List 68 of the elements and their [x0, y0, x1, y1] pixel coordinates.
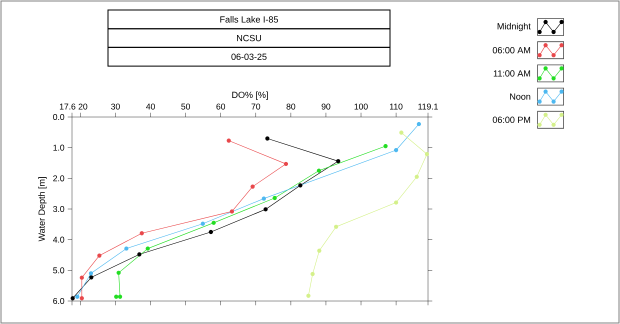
y-tick-label: 3.0 [53, 206, 64, 212]
point [140, 231, 144, 236]
point [80, 276, 84, 280]
y-tick-label: 6.0 [53, 298, 64, 304]
x-tick-label: 50 [181, 104, 190, 110]
point [317, 248, 322, 253]
legend-label: 06:00 PM [492, 116, 530, 123]
legend-label: 11:00 AM [494, 70, 530, 77]
x-tick-label: 20 [78, 104, 88, 110]
point [146, 246, 150, 251]
point [284, 162, 288, 166]
legend-label: 06:00 AM [492, 47, 530, 54]
point [116, 270, 121, 275]
point [230, 209, 234, 214]
point [118, 294, 122, 299]
point [97, 254, 102, 258]
point [298, 183, 302, 188]
point [70, 296, 75, 300]
point [306, 294, 311, 298]
point [394, 200, 398, 205]
point [114, 294, 118, 299]
x-tick-label: 40 [146, 104, 155, 110]
x-axis-title: DO% [%] [232, 91, 268, 100]
point [262, 196, 266, 201]
point [80, 296, 84, 300]
point [272, 196, 277, 200]
y-tick-label: 0.0 [53, 114, 64, 120]
x-tick-label: 70 [252, 104, 260, 110]
point [75, 294, 80, 299]
point [264, 207, 268, 212]
point [399, 130, 404, 135]
point [394, 148, 398, 152]
y-tick-label: 2.0 [53, 175, 64, 182]
point [212, 220, 216, 225]
text: 06-03-25 [231, 54, 267, 60]
point [416, 122, 421, 126]
point [89, 275, 94, 280]
point [414, 174, 419, 179]
x-tick-label: 30 [111, 104, 120, 110]
y-tick-label: 4.0 [52, 236, 64, 243]
x-tick-label: 80 [286, 104, 296, 110]
point [88, 271, 94, 276]
x-tick-label: 60 [216, 104, 226, 110]
x-tick-label: 90 [322, 104, 330, 110]
point [137, 252, 142, 256]
y-tick-label: 5.0 [53, 267, 64, 274]
point [334, 224, 338, 229]
point [250, 184, 255, 189]
point [316, 168, 322, 173]
chart-subtitle: NCSU [237, 34, 262, 42]
chart-title: Falls Lake I-85 [220, 16, 278, 23]
x-tick-label: 17.6 [60, 104, 76, 110]
y-tick-label: 1.0 [53, 144, 64, 151]
point [310, 272, 315, 276]
legend-label: Midnight [498, 22, 531, 32]
point [336, 159, 340, 164]
point [424, 152, 430, 156]
point [265, 136, 270, 141]
point [208, 230, 213, 234]
legend-label: Noon [510, 93, 530, 100]
point [124, 246, 128, 251]
point [383, 144, 388, 148]
y-axis-title: Water Depth [m] [38, 177, 47, 242]
point [226, 138, 231, 143]
point [200, 222, 205, 226]
x-tick-label: 119.1 [418, 104, 438, 110]
x-tick-label: 100 [354, 104, 368, 110]
x-tick-label: 110 [390, 104, 403, 110]
